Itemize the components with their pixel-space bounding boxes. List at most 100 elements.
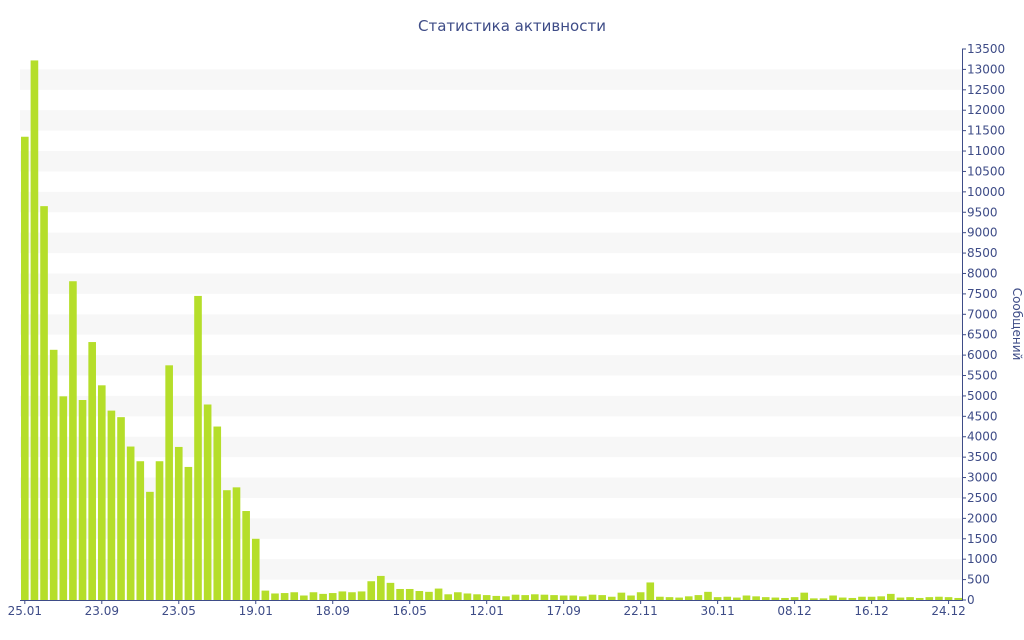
y-tick-label: 6000: [967, 348, 998, 362]
bar: [348, 592, 356, 600]
bar: [386, 582, 395, 600]
y-tick-label: 500: [967, 573, 990, 587]
bar: [59, 396, 68, 600]
grid-band: [20, 477, 963, 498]
y-tick-label: 1000: [967, 552, 998, 566]
bar: [309, 592, 318, 600]
bar: [810, 598, 818, 600]
bar: [502, 596, 510, 600]
y-tick-label: 2500: [967, 491, 998, 505]
bar: [271, 593, 279, 600]
bar: [300, 595, 308, 600]
bar: [174, 446, 183, 600]
x-tick-label: 23.05: [162, 604, 196, 618]
bar: [396, 588, 404, 600]
bar: [165, 365, 173, 600]
bar: [656, 596, 664, 600]
bar: [232, 487, 241, 600]
bar: [473, 594, 481, 600]
bar: [290, 592, 299, 600]
bar: [579, 596, 587, 600]
bar: [319, 593, 327, 600]
bar: [328, 593, 337, 600]
y-tick-label: 12500: [967, 83, 1005, 97]
grid-band: [20, 273, 963, 294]
y-tick-label: 3000: [967, 471, 998, 485]
grid-band: [20, 518, 963, 539]
bar: [184, 466, 193, 600]
y-tick-label: 8000: [967, 266, 998, 280]
bar: [675, 597, 683, 600]
bar: [30, 60, 39, 601]
bar: [704, 591, 712, 600]
bar: [858, 596, 866, 600]
x-tick-label: 23.09: [85, 604, 119, 618]
bar: [126, 446, 135, 600]
bar: [752, 596, 760, 600]
bar: [867, 596, 876, 600]
y-tick-label: 5000: [967, 389, 998, 403]
x-tick-label: 16.05: [393, 604, 427, 618]
y-tick-label: 13000: [967, 62, 1005, 76]
bar: [242, 511, 250, 600]
bar: [492, 595, 501, 600]
x-tick-label: 24.12: [931, 604, 965, 618]
y-tick-label: 2000: [967, 511, 998, 525]
bars: [21, 60, 962, 601]
y-tick-label: 4000: [967, 430, 998, 444]
bar: [906, 597, 914, 600]
grid-band: [20, 110, 963, 131]
bar: [935, 596, 943, 600]
bar: [444, 594, 453, 600]
bar: [338, 591, 347, 600]
grid-bands: [20, 69, 963, 580]
grid-band: [20, 314, 963, 335]
grid-band: [20, 355, 963, 376]
bar: [482, 595, 491, 600]
bar: [107, 410, 116, 600]
bar: [261, 590, 270, 600]
bar: [733, 597, 741, 600]
bar: [367, 581, 376, 600]
bar: [117, 417, 125, 600]
bar: [617, 592, 626, 600]
bar: [646, 582, 655, 600]
x-tick-label: 17.09: [546, 604, 580, 618]
grid-band: [20, 232, 963, 254]
bar: [280, 593, 289, 600]
bar: [723, 596, 732, 600]
bar: [829, 595, 837, 600]
bar: [790, 597, 799, 600]
x-tick-label: 22.11: [623, 604, 657, 618]
bar: [896, 597, 905, 600]
chart-title: Статистика активности: [418, 17, 606, 35]
bar: [146, 491, 154, 600]
y-axis-label: Сообщений: [1010, 288, 1024, 361]
bar: [415, 591, 424, 600]
bar: [521, 595, 529, 600]
bar: [511, 594, 520, 600]
x-axis-ticks: 25.01 23.09 23.05 19.01 18.09 16.05 12.01 17.09…: [8, 600, 966, 618]
x-tick-label: 19.01: [239, 604, 273, 618]
bar: [684, 596, 693, 600]
y-axis-ticks: 0 500 1000 1500 2000 2500 3000 3500 4000 4500 5000…: [962, 42, 1005, 607]
bar: [530, 594, 539, 600]
y-tick-label: 8500: [967, 246, 998, 260]
bar: [819, 598, 828, 600]
y-tick-label: 7500: [967, 287, 998, 301]
grid-band: [20, 151, 963, 172]
y-tick-label: 9000: [967, 226, 998, 240]
bar: [954, 597, 962, 600]
bar: [49, 349, 58, 600]
bar: [213, 426, 222, 600]
y-tick-label: 12000: [967, 103, 1005, 117]
bar: [559, 595, 568, 600]
x-tick-label: 18.09: [316, 604, 350, 618]
bar: [761, 597, 770, 600]
y-tick-label: 11000: [967, 144, 1005, 158]
y-tick-label: 3500: [967, 450, 998, 464]
bar: [463, 593, 472, 600]
bar: [694, 595, 703, 600]
y-tick-label: 10500: [967, 164, 1005, 178]
grid-band: [20, 69, 963, 90]
